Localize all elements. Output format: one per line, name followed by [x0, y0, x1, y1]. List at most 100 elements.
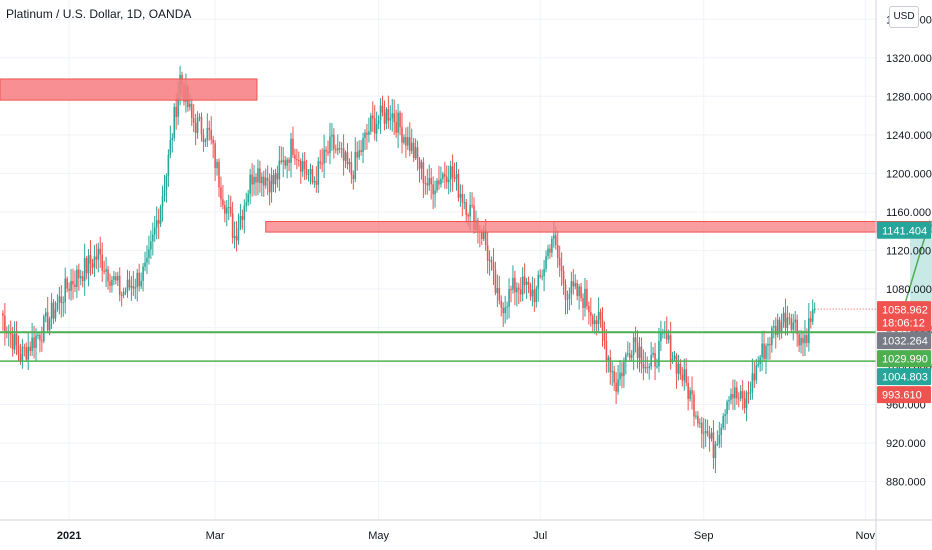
candle-body	[804, 335, 806, 344]
candle-body	[278, 160, 281, 180]
candle-body	[122, 291, 125, 296]
candle-body	[613, 371, 615, 383]
candle-body	[769, 343, 771, 346]
candle-body	[440, 178, 442, 185]
candle-body	[517, 287, 520, 290]
candle-body	[214, 143, 216, 169]
candle-body	[459, 194, 462, 198]
candle-body	[784, 312, 787, 328]
candle-body	[494, 269, 497, 294]
resistance-zone-top	[0, 78, 258, 101]
candle-body	[627, 353, 629, 355]
candle-body	[391, 113, 394, 119]
candle-body	[488, 259, 491, 261]
candle-body	[708, 434, 711, 439]
candle-body	[144, 262, 146, 267]
candle-body	[543, 268, 545, 277]
candle-body	[44, 312, 47, 317]
candle-body	[243, 205, 246, 220]
candle-body	[257, 168, 259, 183]
candle-body	[253, 176, 255, 185]
candle-body	[58, 296, 61, 303]
candle-body	[173, 106, 176, 138]
candle-body	[574, 283, 577, 287]
candle-body	[111, 279, 113, 286]
candle-body	[432, 184, 434, 195]
candle-body	[771, 327, 773, 346]
candle-body	[280, 160, 283, 163]
candle-body	[809, 318, 812, 322]
price-label: 1032.264	[882, 336, 928, 348]
candle-body	[401, 127, 403, 143]
y-tick-label: 920.000	[886, 438, 926, 450]
candle-body	[444, 174, 446, 177]
candle-body	[728, 399, 730, 402]
candle-body	[780, 322, 783, 334]
candle-body	[716, 443, 719, 445]
candle-body	[665, 330, 668, 340]
candle-body	[169, 139, 172, 155]
candle-body	[786, 317, 789, 328]
candle-body	[697, 415, 699, 424]
candle-body	[305, 169, 308, 175]
candle-body	[447, 179, 450, 183]
candle-body	[210, 129, 213, 140]
candle-body	[146, 257, 148, 263]
candle-body	[79, 276, 82, 279]
candle-body	[611, 371, 614, 373]
candle-body	[463, 202, 466, 204]
candle-body	[335, 149, 337, 151]
chart-title: Platinum / U.S. Dollar, 1D, OANDA	[6, 7, 192, 21]
candle-body	[605, 340, 608, 361]
candle-body	[434, 190, 436, 195]
candle-body	[251, 174, 253, 185]
candle-body	[455, 173, 458, 179]
candle-body	[282, 160, 285, 163]
candle-body	[755, 365, 758, 381]
candle-body	[486, 245, 489, 261]
candle-body	[309, 168, 312, 175]
currency-button[interactable]: USD	[889, 6, 919, 28]
candle-body	[362, 138, 364, 152]
candle-body	[107, 269, 109, 282]
candle-body	[157, 220, 160, 224]
candle-body	[383, 112, 386, 124]
candle-body	[340, 148, 343, 150]
candle-body	[545, 256, 547, 269]
candle-body	[512, 277, 514, 290]
candle-body	[691, 390, 693, 395]
y-tick-label: 1120.000	[886, 245, 931, 257]
candle-body	[56, 302, 59, 310]
candle-body	[60, 296, 63, 303]
candle-body	[603, 331, 606, 341]
candle-body	[329, 136, 331, 154]
candle-body	[261, 176, 263, 184]
candle-body	[648, 366, 651, 369]
candle-body	[371, 115, 374, 119]
candle-body	[212, 139, 214, 144]
candle-body	[667, 335, 670, 340]
candle-body	[410, 142, 413, 152]
candle-body	[553, 235, 555, 239]
candle-body	[753, 373, 756, 381]
candle-body	[638, 346, 641, 358]
candle-body	[29, 346, 31, 351]
candle-body	[262, 176, 265, 186]
candle-body	[225, 207, 228, 214]
candle-body	[272, 175, 275, 185]
candle-body	[76, 269, 78, 287]
candle-body	[677, 363, 680, 374]
candle-body	[83, 257, 86, 282]
candle-body	[673, 355, 676, 359]
candle-body	[700, 422, 703, 434]
candle-body	[508, 289, 510, 307]
candle-body	[161, 196, 164, 207]
candle-body	[74, 284, 76, 287]
x-tick-label: Nov	[856, 530, 876, 542]
candle-body	[467, 214, 469, 217]
candle-body	[218, 161, 220, 188]
candle-body	[773, 326, 775, 328]
candle-body	[290, 138, 292, 163]
candle-body	[802, 337, 804, 344]
